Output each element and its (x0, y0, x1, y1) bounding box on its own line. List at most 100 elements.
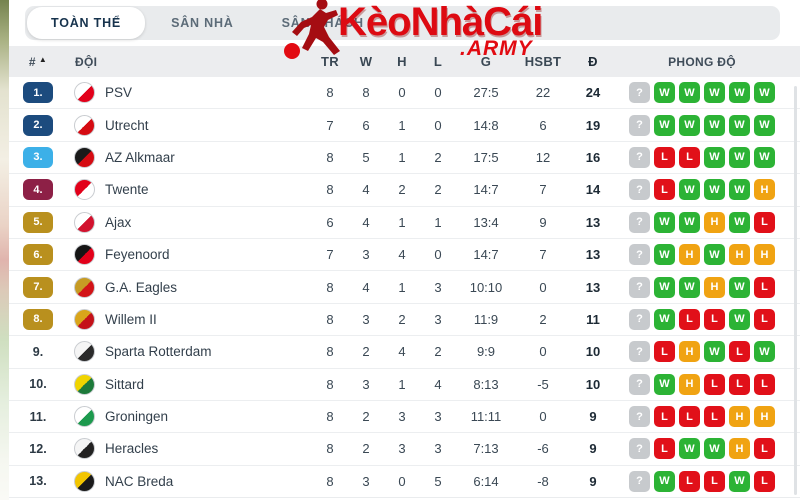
table-row[interactable]: 7. G.A. Eagles 8 4 1 3 10:10 0 13? W W H W L (9, 270, 800, 303)
position-cell: 7. (9, 276, 67, 298)
played-value: 8 (326, 344, 334, 360)
form-result-badge: W (754, 82, 775, 104)
goals-value: 27:5 (473, 85, 499, 101)
table-row[interactable]: 13. NAC Breda 8 3 0 5 6:14 -8 9? W L L W L (9, 464, 800, 498)
position-cell: 3. (9, 146, 67, 168)
goals-value: 7:13 (473, 441, 499, 457)
table-row[interactable]: 5. Ajax 6 4 1 1 13:4 9 13? W W H W L (9, 205, 800, 238)
goals-value: 17:5 (473, 149, 499, 165)
team-name[interactable]: Groningen (105, 409, 169, 425)
draws-value: 3 (398, 409, 406, 425)
table-row[interactable]: 2. Utrecht 7 6 1 0 14:8 6 19? W W W W W (9, 108, 800, 141)
team-name[interactable]: Willem II (105, 311, 157, 327)
form-result-badge: L (704, 308, 725, 330)
wins-value: 4 (362, 279, 370, 295)
points-value: 13 (585, 247, 601, 263)
form-result-badge: W (729, 211, 750, 233)
column-header-wins: W (359, 54, 373, 69)
position-badge: 13. (29, 474, 47, 489)
form-result-badge: L (679, 470, 700, 492)
losses-value: 2 (434, 149, 442, 165)
goals-value: 10:10 (469, 279, 503, 295)
tab-home[interactable]: SÂN NHÀ (171, 16, 234, 30)
position-cell: 5. (9, 211, 67, 233)
form-upcoming-badge: ? (629, 470, 650, 492)
team-name[interactable]: Heracles (105, 441, 159, 457)
form-result-badge: W (729, 308, 750, 330)
losses-value: 0 (434, 247, 442, 263)
team-name[interactable]: G.A. Eagles (105, 279, 178, 295)
column-header-draws: H (397, 54, 407, 69)
form-upcoming-badge: ? (629, 276, 650, 298)
wins-value: 2 (362, 409, 370, 425)
goal-diff-value: -8 (537, 473, 549, 489)
team-name[interactable]: Sparta Rotterdam (105, 344, 212, 360)
table-row[interactable]: 9. Sparta Rotterdam 8 2 4 2 9:9 0 10? L H W L W (9, 335, 800, 368)
goal-diff-value: 0 (539, 344, 547, 360)
position-badge: 4. (23, 179, 53, 201)
table-row[interactable]: 4. Twente 8 4 2 2 14:7 7 14? L W W W H (9, 173, 800, 206)
table-row[interactable]: 3. AZ Alkmaar 8 5 1 2 17:5 12 16? L L W W W (9, 140, 800, 174)
form-result-badge: W (729, 470, 750, 492)
team-name[interactable]: Ajax (105, 214, 132, 230)
form-result-badge: H (754, 406, 775, 428)
table-row[interactable]: 8. Willem II 8 3 2 3 11:9 2 11? W L L W L (9, 302, 800, 336)
goals-value: 14:8 (473, 117, 499, 133)
form-cell: ? W W W W W (616, 114, 788, 136)
team-logo-icon (73, 470, 95, 492)
points-value: 16 (585, 149, 601, 165)
form-result-badge: H (754, 179, 775, 201)
team-name[interactable]: AZ Alkmaar (105, 149, 175, 165)
scrollbar[interactable] (794, 86, 797, 495)
goals-value: 8:13 (473, 376, 499, 392)
team-logo-cell (67, 438, 101, 460)
table-row[interactable]: 10. Sittard 8 3 1 4 8:13 -5 10? W H L L L (9, 367, 800, 400)
losses-value: 0 (434, 117, 442, 133)
tab-bar: TOÀN THỂ SÂN NHÀ SÂN KHÁCH (25, 6, 780, 40)
form-cell: ? W L L W L (616, 308, 788, 330)
position-badge: 8. (23, 308, 53, 330)
team-logo-icon (73, 82, 95, 104)
form-upcoming-badge: ? (629, 308, 650, 330)
team-logo-cell (67, 82, 101, 104)
draws-value: 2 (398, 182, 406, 198)
points-value: 9 (589, 409, 597, 425)
column-header-form: PHONG ĐỘ (668, 54, 736, 69)
page-background-strip (0, 0, 9, 500)
team-name[interactable]: Utrecht (105, 117, 149, 133)
table-row[interactable]: 1. PSV 8 8 0 0 27:5 22 24? W W W W W (9, 77, 800, 109)
points-value: 11 (586, 311, 600, 327)
position-badge: 7. (23, 276, 53, 298)
team-logo-cell (67, 211, 101, 233)
goals-value: 11:11 (470, 409, 502, 425)
team-name[interactable]: Feyenoord (105, 247, 170, 263)
table-row[interactable]: 12. Heracles 8 2 3 3 7:13 -6 9? L W W H L (9, 432, 800, 465)
wins-value: 2 (362, 441, 370, 457)
draws-value: 2 (398, 311, 406, 327)
played-value: 8 (326, 85, 334, 101)
played-value: 7 (326, 247, 334, 263)
team-name[interactable]: Sittard (105, 376, 145, 392)
points-value: 14 (585, 182, 601, 198)
tab-away[interactable]: SÂN KHÁCH (281, 16, 364, 30)
column-header-pos[interactable]: # ▲ (9, 55, 67, 69)
table-row[interactable]: 11. Groningen 8 2 3 3 11:11 0 9? L L L H H (9, 399, 800, 433)
goal-diff-value: 6 (539, 117, 547, 133)
team-name[interactable]: NAC Breda (105, 473, 174, 489)
tab-overall[interactable]: TOÀN THỂ (27, 7, 146, 39)
form-result-badge: L (679, 308, 700, 330)
points-value: 9 (589, 473, 597, 489)
points-value: 13 (585, 279, 601, 295)
table-row[interactable]: 6. Feyenoord 7 3 4 0 14:7 7 13? W H W H H (9, 237, 800, 271)
draws-value: 4 (398, 344, 406, 360)
team-logo-icon (73, 179, 95, 201)
form-result-badge: H (704, 276, 725, 298)
form-result-badge: W (754, 114, 775, 136)
form-result-badge: H (679, 244, 700, 266)
form-result-badge: W (654, 276, 675, 298)
team-logo-cell (67, 276, 101, 298)
team-name[interactable]: Twente (105, 182, 149, 198)
team-name[interactable]: PSV (105, 85, 133, 101)
position-badge: 11. (29, 409, 47, 424)
played-value: 7 (326, 117, 334, 133)
